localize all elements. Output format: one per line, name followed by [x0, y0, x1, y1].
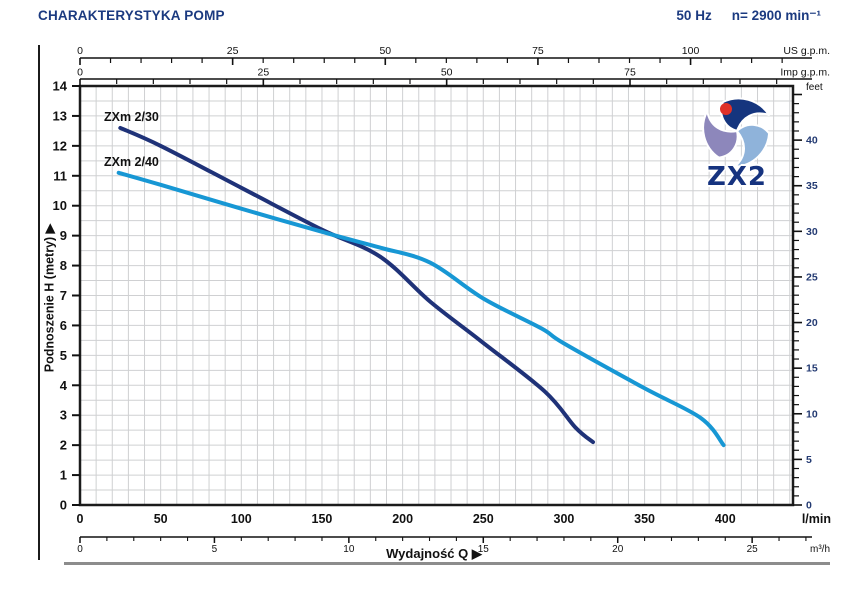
feet-tick-label: 15 [806, 363, 818, 375]
lmin-tick-label: 200 [392, 512, 413, 526]
x-axis-title: Wydajność Q ▶ [386, 546, 482, 561]
us-gpm-tick-label: 0 [77, 45, 83, 57]
feet-tick-label: 30 [806, 226, 818, 238]
y-tick-label: 6 [60, 318, 67, 333]
pump-curve-zxm-2-40 [116, 170, 726, 448]
y-tick-label: 4 [60, 378, 68, 393]
feet-tick-label: 10 [806, 408, 818, 420]
lmin-tick-label: 300 [554, 512, 575, 526]
feet-tick-label: 5 [806, 454, 812, 466]
lmin-tick-label: 100 [231, 512, 252, 526]
swirl-blade-purple [702, 110, 739, 159]
unit-label-feet: feet [806, 82, 823, 93]
lmin-tick-label: 250 [473, 512, 494, 526]
zx2-logo: ZX2 [695, 92, 779, 190]
m3h-tick-label: 15 [478, 544, 490, 555]
lmin-tick-label: 50 [154, 512, 168, 526]
y-tick-label: 13 [53, 108, 67, 123]
m3h-tick-label: 10 [343, 544, 355, 555]
y-tick-label: 7 [60, 288, 67, 303]
frequency-label: 50 Hz [676, 8, 712, 23]
unit-label-imp-gpm: Imp g.p.m. [780, 67, 830, 79]
speed-label: n= 2900 min⁻¹ [731, 8, 821, 23]
imp-gpm-tick-label: 75 [624, 67, 636, 79]
imp-gpm-tick-label: 50 [441, 67, 453, 79]
y-tick-label: 14 [53, 79, 68, 94]
lmin-tick-label: 150 [312, 512, 333, 526]
feet-tick-label: 35 [806, 180, 818, 192]
header-specs: 50 Hz n= 2900 min⁻¹ [676, 8, 821, 24]
zx2-swirl-icon [702, 97, 771, 168]
y-tick-label: 0 [60, 498, 67, 513]
imp-gpm-tick-label: 0 [77, 67, 83, 79]
y-tick-label: 9 [60, 228, 67, 243]
curve-label: ZXm 2/30 [104, 110, 159, 124]
y-tick-label: 1 [60, 468, 67, 483]
y-tick-label: 8 [60, 258, 67, 273]
y-tick-label: 10 [53, 198, 67, 213]
feet-tick-label: 25 [806, 271, 818, 283]
unit-label-us-gpm: US g.p.m. [783, 45, 830, 57]
swirl-blade-blue [733, 123, 771, 168]
m3h-tick-label: 25 [747, 544, 759, 555]
y-tick-label: 11 [53, 168, 67, 183]
page-title: CHARAKTERYSTYKA POMP [38, 8, 225, 23]
y-axis-title: Podnoszenie H (metry) ▶ [42, 223, 57, 373]
lmin-tick-label: 350 [634, 512, 655, 526]
lmin-tick-label: 0 [77, 512, 84, 526]
m3h-tick-label: 5 [212, 544, 218, 555]
swirl-blade-navy [720, 97, 770, 132]
us-gpm-tick-label: 25 [227, 45, 239, 57]
swirl-red-dot [720, 103, 732, 115]
imp-gpm-tick-label: 25 [257, 67, 269, 79]
figure-left-rule [38, 45, 40, 560]
y-tick-label: 3 [60, 408, 67, 423]
us-gpm-tick-label: 75 [532, 45, 544, 57]
m3h-tick-label: 20 [612, 544, 624, 555]
y-tick-label: 2 [60, 438, 67, 453]
unit-label-m3h: m³/h [810, 544, 830, 555]
lmin-tick-label: 400 [715, 512, 736, 526]
us-gpm-tick-label: 50 [379, 45, 391, 57]
unit-label-l-min: l/min [802, 512, 831, 526]
feet-tick-label: 20 [806, 317, 818, 329]
y-tick-label: 12 [53, 138, 67, 153]
feet-tick-label: 40 [806, 135, 818, 147]
zx2-logo-text: ZX2 [707, 162, 767, 192]
pump-curve-zxm-2-30 [118, 125, 595, 445]
y-tick-label: 5 [60, 348, 67, 363]
m3h-tick-label: 0 [77, 544, 83, 555]
curve-label: ZXm 2/40 [104, 155, 159, 169]
us-gpm-tick-label: 100 [682, 45, 700, 57]
feet-tick-label: 0 [806, 500, 812, 512]
figure-bottom-rule [64, 562, 830, 565]
